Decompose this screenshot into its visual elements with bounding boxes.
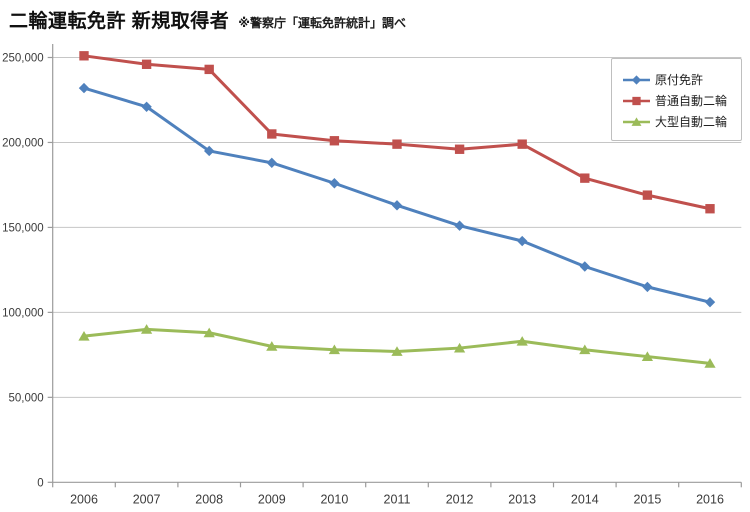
data-point <box>642 281 653 293</box>
legend-marker-triangle-icon <box>623 116 650 126</box>
legend-marker-shape <box>631 116 642 126</box>
y-tick-label: 150,000 <box>2 222 44 234</box>
legend-item-大型自動二輪: 大型自動二輪 <box>623 111 741 132</box>
legend-marker-shape <box>631 74 642 85</box>
chart-header: 二輪運転免許 新規取得者 ※警察庁「運転免許統計」調べ <box>9 6 406 33</box>
data-point <box>517 139 527 149</box>
data-point <box>266 157 277 169</box>
y-tick-label: 100,000 <box>2 307 44 319</box>
y-tick-label: 0 <box>37 477 43 489</box>
chart-title: 二輪運転免許 新規取得者 <box>9 11 230 32</box>
legend-item-普通自動二輪: 普通自動二輪 <box>623 90 741 111</box>
data-point <box>140 324 153 334</box>
x-tick-label: 2015 <box>633 492 661 506</box>
gridlines <box>52 57 742 398</box>
series-大型自動二輪 <box>78 324 716 368</box>
data-point <box>267 129 277 139</box>
x-tick-label: 2012 <box>446 492 474 506</box>
x-tick-label: 2007 <box>133 492 161 506</box>
x-axis-labels: 2006 2007 2008 2009 2010 2011 2012 2013 2014 2015… <box>70 492 724 506</box>
legend-label: 普通自動二輪 <box>655 93 728 108</box>
data-point <box>329 178 340 189</box>
data-point <box>78 82 90 94</box>
data-point <box>579 261 590 272</box>
data-point <box>391 200 403 211</box>
data-point <box>203 327 215 338</box>
data-point <box>79 51 89 61</box>
x-tick-label: 2016 <box>696 492 724 506</box>
y-tick-label: 50,000 <box>9 392 44 404</box>
legend-marker-shape <box>632 96 641 105</box>
x-tick-label: 2010 <box>320 492 348 506</box>
data-point <box>579 344 591 355</box>
data-point <box>705 204 715 214</box>
data-point <box>141 101 152 112</box>
legend: 原付免許普通自動二輪 大型自動二輪 <box>611 58 742 141</box>
x-tick-label: 2013 <box>508 492 536 506</box>
legend-label: 大型自動二輪 <box>655 114 728 129</box>
data-point <box>329 136 340 146</box>
data-point <box>453 342 466 353</box>
x-tick-label: 2008 <box>195 492 223 506</box>
data-point <box>704 296 716 308</box>
series-原付免許 <box>78 82 716 308</box>
series-普通自動二輪 <box>79 51 715 214</box>
y-tick-label: 250,000 <box>2 53 44 65</box>
data-point <box>392 139 402 149</box>
x-tick-label: 2011 <box>384 492 411 506</box>
legend-marker-diamond-icon <box>623 74 650 85</box>
legend-label: 原付免許 <box>655 72 704 87</box>
y-tick-label: 200,000 <box>2 137 44 149</box>
data-point <box>580 173 590 183</box>
data-point <box>454 220 465 231</box>
x-tick-label: 2009 <box>258 492 286 506</box>
data-point <box>454 144 465 154</box>
data-point <box>204 64 214 75</box>
data-point <box>141 59 152 69</box>
data-point <box>516 336 528 346</box>
axes <box>47 44 742 488</box>
data-point <box>78 330 90 341</box>
data-point <box>204 145 215 157</box>
data-point <box>517 235 528 247</box>
y-axis-labels: 0 50,000 100,000 150,000 200,000 250,000 <box>2 53 44 490</box>
legend-marker-square-icon <box>623 96 650 105</box>
data-point <box>641 351 654 361</box>
data-point <box>642 190 653 200</box>
data-point <box>391 346 403 356</box>
data-point <box>328 344 341 355</box>
x-tick-label: 2014 <box>571 492 599 506</box>
legend-item-原付免許: 原付免許 <box>623 69 741 90</box>
data-point <box>266 341 278 351</box>
x-tick-label: 2006 <box>70 492 98 506</box>
chart-subtitle: ※警察庁「運転免許統計」調べ <box>238 16 406 30</box>
data-point <box>704 358 716 368</box>
